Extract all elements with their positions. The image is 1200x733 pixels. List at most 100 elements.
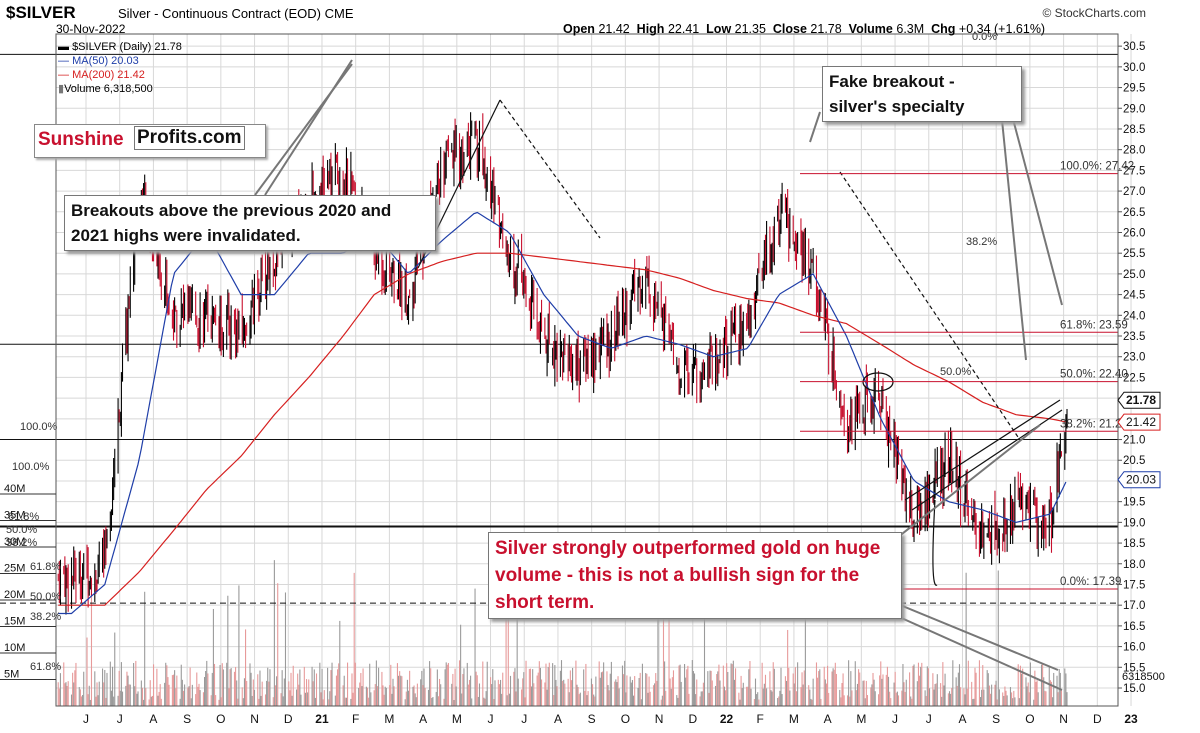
y-tick-label: 23.0 bbox=[1123, 352, 1145, 364]
callout-pointer bbox=[809, 111, 821, 143]
y-tick-label: 26.5 bbox=[1123, 207, 1145, 219]
y-tick-label: 24.0 bbox=[1123, 310, 1145, 322]
x-tick-label: S bbox=[992, 712, 1000, 726]
callout-pointer bbox=[264, 59, 353, 196]
fib-label: 100.0%: 27.42 bbox=[1060, 161, 1134, 173]
copyright-link[interactable]: © StockCharts.com bbox=[1042, 6, 1146, 20]
x-tick-label: A bbox=[958, 712, 966, 726]
y-tick-label: 21.0 bbox=[1123, 435, 1145, 447]
ma50-line bbox=[58, 211, 1067, 615]
y-tick-label: 24.5 bbox=[1123, 290, 1145, 302]
tag-label: 21.42 bbox=[1126, 415, 1156, 429]
x-tick-label: 22 bbox=[720, 712, 734, 726]
legend-price-label: $SILVER (Daily) 21.78 bbox=[72, 41, 182, 53]
legend-ma200: — MA(200) 21.42 bbox=[58, 69, 145, 81]
volume-tick-label: 30M bbox=[4, 536, 25, 548]
x-tick-label: N bbox=[1059, 712, 1068, 726]
legend-ma200-label: MA(200) 21.42 bbox=[72, 69, 145, 81]
fib-label: 38.2%: 21.2 bbox=[1060, 418, 1121, 430]
tag-box bbox=[1117, 471, 1161, 489]
symbol-title: $SILVER bbox=[6, 3, 76, 22]
x-tick-label: S bbox=[183, 712, 191, 726]
x-tick-label: J bbox=[892, 712, 898, 726]
chart-date: 30-Nov-2022 bbox=[56, 22, 126, 36]
volume-tick-label: 10M bbox=[4, 642, 25, 654]
volume-value: 6.3M bbox=[896, 22, 925, 36]
callout-pointer bbox=[887, 424, 1041, 546]
y-tick-label: 29.5 bbox=[1123, 83, 1145, 95]
x-tick-label: A bbox=[149, 712, 157, 726]
level-label: 61.8% bbox=[30, 561, 61, 573]
ma50-path bbox=[58, 211, 1067, 615]
close-value: 21.78 bbox=[810, 22, 842, 36]
volume-tick-label: 35M bbox=[4, 510, 25, 522]
open-label: Open bbox=[563, 22, 595, 36]
level-label: 38.2% bbox=[966, 236, 997, 248]
level-label: 100.0% bbox=[20, 421, 58, 433]
chg-value: +0.34 (+1.61%) bbox=[958, 22, 1046, 36]
y-tick-label: 28.0 bbox=[1123, 145, 1145, 157]
ohlc-readout: Open 21.42 High 22.41 Low 21.35 Close 21… bbox=[563, 22, 1045, 36]
plot-frame bbox=[55, 33, 1119, 707]
volume-axis-ticks: 40M 35M 30M 25M 20M 15M 10M 5M bbox=[0, 483, 56, 681]
annotation-breakouts: Breakouts above the previous 2020 and 20… bbox=[64, 195, 436, 251]
last-value-tag: 21.42 bbox=[1117, 413, 1161, 431]
y-tick-label: 26.0 bbox=[1123, 227, 1145, 239]
symbol-description: Silver - Continuous Contract (EOD) CME bbox=[118, 6, 354, 21]
fib-label: 50.0%: 22.40 bbox=[1060, 369, 1128, 381]
y-tick-label: 19.0 bbox=[1123, 517, 1145, 529]
y-tick-label: 15.0 bbox=[1123, 683, 1145, 695]
sunshine-profits-logo: Sunshine Profits.com bbox=[34, 124, 266, 158]
x-tick-label: 21 bbox=[315, 712, 329, 726]
x-tick-label: N bbox=[655, 712, 664, 726]
level-label: 61.8% bbox=[30, 661, 61, 673]
legend-ma50: — MA(50) 20.03 bbox=[58, 55, 139, 67]
level-label: 50.0% bbox=[30, 591, 61, 603]
logo-part2: Profits.com bbox=[134, 126, 245, 150]
y-tick-label: 27.5 bbox=[1123, 165, 1145, 177]
y-tick-label: 22.5 bbox=[1123, 372, 1145, 384]
callout-pointer bbox=[1007, 99, 1063, 306]
x-tick-label: N bbox=[250, 712, 259, 726]
annotation-outperformed: Silver strongly outperformed gold on hug… bbox=[488, 532, 902, 619]
level-label: 100.0% bbox=[12, 461, 50, 473]
y-tick-label: 17.5 bbox=[1123, 579, 1145, 591]
x-tick-label: O bbox=[621, 712, 630, 726]
tag-label: 21.78 bbox=[1126, 393, 1156, 407]
volume-tick-label: 15M bbox=[4, 616, 25, 628]
y-tick-label: 16.0 bbox=[1123, 642, 1145, 654]
x-tick-label: J bbox=[488, 712, 494, 726]
y-tick-label: 18.5 bbox=[1123, 538, 1145, 550]
y-tick-label: 18.0 bbox=[1123, 559, 1145, 571]
y-tick-label: 30.5 bbox=[1123, 41, 1145, 53]
ma200-line bbox=[58, 252, 1067, 606]
horizontal-levels bbox=[0, 53, 1118, 604]
price-bars bbox=[57, 112, 1068, 615]
logo-part1: Sunshine bbox=[38, 129, 124, 150]
y-tick-label: 23.5 bbox=[1123, 331, 1145, 343]
callout-pointers bbox=[254, 59, 1063, 691]
level-label: 50.0% bbox=[6, 524, 37, 536]
x-tick-label: S bbox=[588, 712, 596, 726]
x-tick-label: J bbox=[83, 712, 89, 726]
y-tick-label: 27.0 bbox=[1123, 186, 1145, 198]
y-tick-label: 28.5 bbox=[1123, 124, 1145, 136]
chart-legend: ▬ $SILVER (Daily) 21.78 — MA(50) 20.03 —… bbox=[58, 40, 182, 96]
x-tick-label: M bbox=[452, 712, 462, 726]
volume-tick-label: 5M bbox=[4, 669, 19, 681]
volume-tick-label: 20M bbox=[4, 589, 25, 601]
chart-axes bbox=[55, 33, 1119, 707]
volume-bars bbox=[57, 560, 1068, 706]
level-label: 38.2% bbox=[6, 537, 37, 549]
y-tick-label: 25.0 bbox=[1123, 269, 1145, 281]
y-tick-label: 19.5 bbox=[1123, 497, 1145, 509]
trend-line bbox=[839, 171, 1021, 441]
fib-label: 61.8%: 23.59 bbox=[1060, 319, 1128, 331]
x-tick-label: O bbox=[216, 712, 225, 726]
legend-volume: ▮Volume 6,318,500 bbox=[58, 83, 153, 95]
x-tick-label: F bbox=[352, 712, 359, 726]
high-label: High bbox=[636, 22, 665, 36]
x-tick-label: O bbox=[1025, 712, 1034, 726]
trend-line bbox=[904, 399, 1061, 501]
